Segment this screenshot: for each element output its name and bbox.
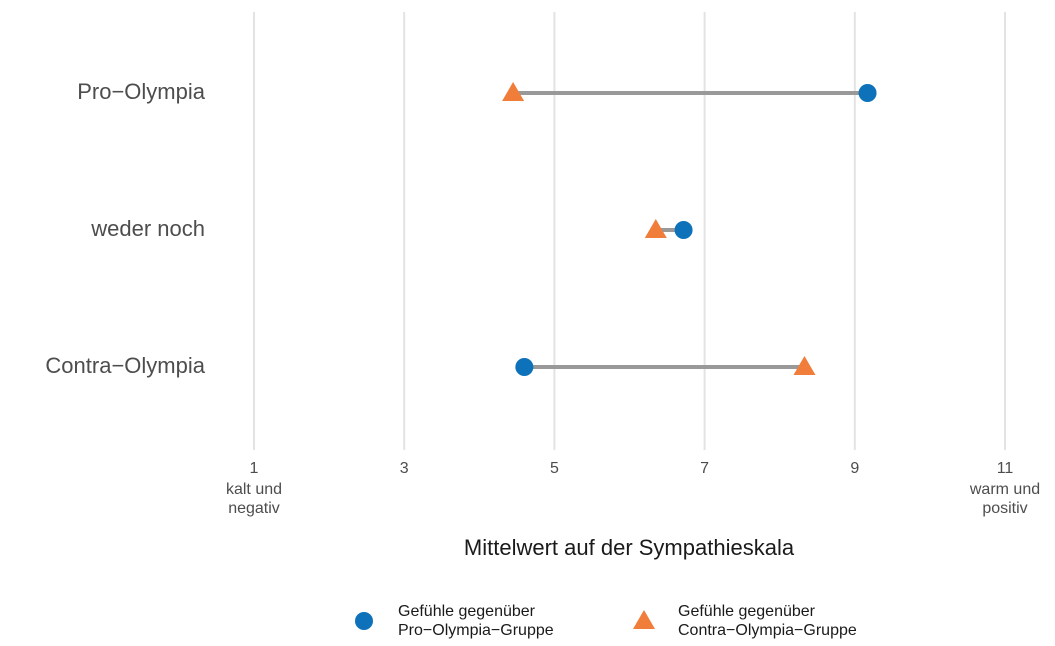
point <box>674 221 693 239</box>
legend-marker <box>633 610 655 629</box>
x-tick-label: 5 <box>550 460 559 477</box>
y-tick-label: Pro−Olympia <box>77 79 206 104</box>
point <box>793 356 816 375</box>
x-tick-label: 3 <box>400 460 409 477</box>
x-tick-label: 1 <box>250 460 259 477</box>
x-annotation: warm und positiv <box>969 481 1041 517</box>
legend-marker <box>355 612 373 630</box>
point <box>502 82 525 101</box>
legend-label: Gefühle gegenüber Pro−Olympia−Gruppe <box>398 603 554 639</box>
x-tick-label: 7 <box>700 460 709 477</box>
y-tick-label: weder noch <box>90 216 205 241</box>
x-axis-title: Mittelwert auf der Sympathieskala <box>463 535 795 560</box>
point <box>515 358 534 376</box>
x-tick-label: 9 <box>850 460 859 477</box>
x-annotation: kalt und negativ <box>225 481 283 517</box>
point <box>644 219 667 238</box>
legend-label: Gefühle gegenüber Contra−Olympia−Gruppe <box>678 603 857 639</box>
y-tick-label: Contra−Olympia <box>45 353 205 378</box>
point <box>858 84 877 102</box>
x-tick-label: 11 <box>997 460 1014 477</box>
